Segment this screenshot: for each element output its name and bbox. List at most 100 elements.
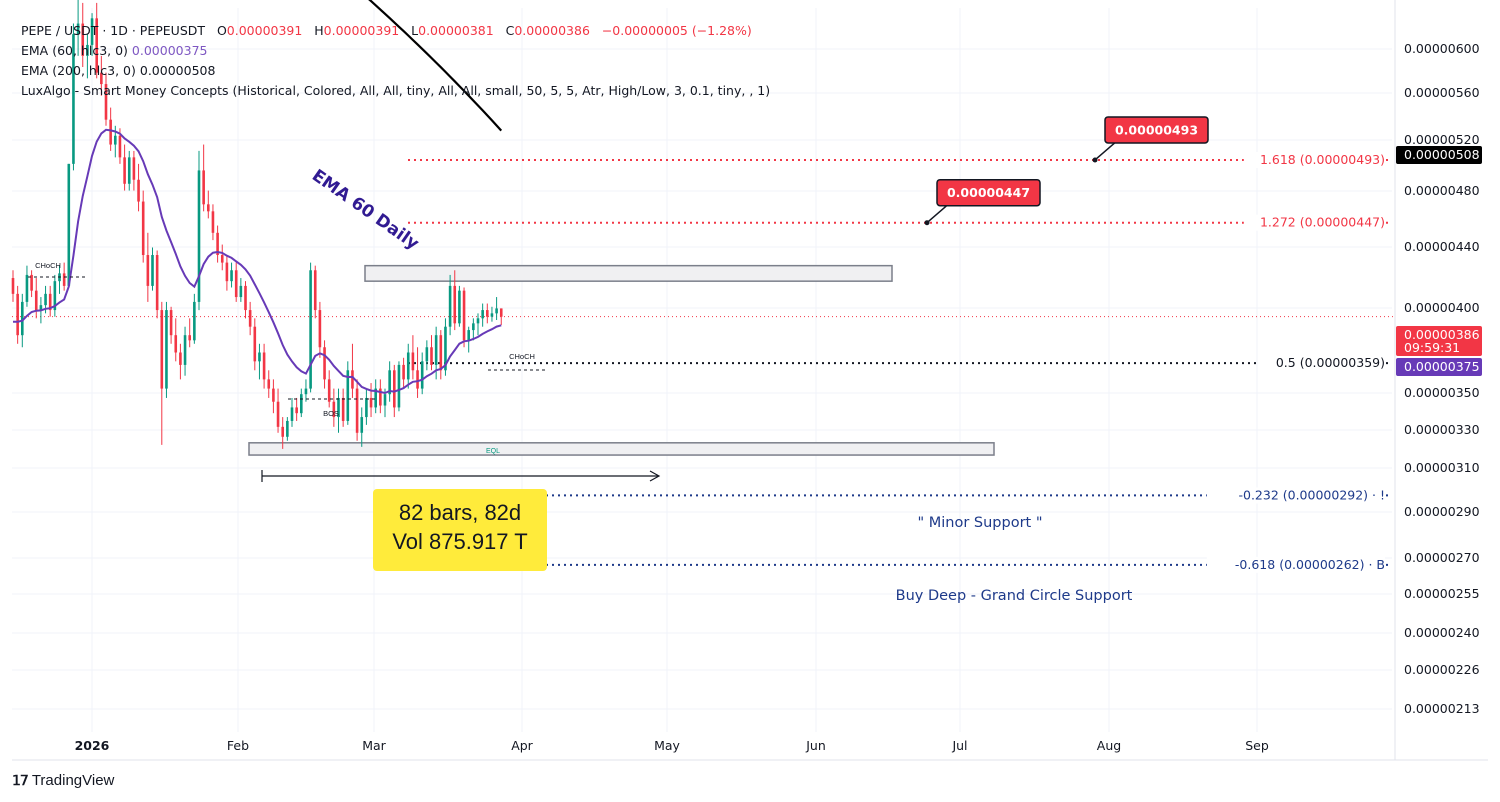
luxalgo-label[interactable]: LuxAlgo - Smart Money Concepts (Historic… xyxy=(21,83,771,98)
candle-body xyxy=(379,388,382,406)
candle-body xyxy=(416,370,419,389)
annotations-layer: 0.00000493 0.00000447 EMA 60 Daily " Minor … xyxy=(28,116,1209,604)
candle-body xyxy=(16,293,19,336)
candle-body xyxy=(341,397,345,421)
choch-label: CHoCH xyxy=(35,261,61,270)
time-tick-label: Apr xyxy=(511,738,533,753)
choch-label: CHoCH xyxy=(509,352,535,361)
tradingview-logo[interactable]: 𝟣𝟩 TradingView xyxy=(12,772,114,789)
candle-body xyxy=(476,318,480,324)
bos-label: BOS xyxy=(323,409,339,418)
price-tick-label: 0.00000600 xyxy=(1404,41,1480,56)
measure-bars: 82 bars, 82d xyxy=(398,500,522,525)
candle-body xyxy=(76,23,80,35)
price-tick-label: 0.00000330 xyxy=(1404,422,1480,437)
chart-legend: PEPE / USDT · 1D · PEPEUSDT O0.00000391 … xyxy=(21,21,770,101)
candle-body xyxy=(434,335,438,365)
fib-level-label: 0.5 (0.00000359) xyxy=(1276,355,1385,370)
candle-body xyxy=(53,281,57,311)
candle-body xyxy=(253,326,257,362)
target-pointer xyxy=(1094,140,1118,161)
candle-body xyxy=(439,335,443,371)
candle-body xyxy=(179,352,182,365)
legend-row-symbol[interactable]: PEPE / USDT · 1D · PEPEUSDT O0.00000391 … xyxy=(21,21,770,41)
price-tick-label: 0.00000520 xyxy=(1404,132,1480,147)
candle-body xyxy=(411,352,415,371)
candle-body xyxy=(323,347,326,380)
ema60-label[interactable]: EMA (60, hlc3, 0) xyxy=(21,43,128,58)
candle-body xyxy=(11,278,15,294)
candle-body xyxy=(486,310,489,317)
candle-body xyxy=(313,270,317,311)
candle-body xyxy=(132,157,136,180)
candle-body xyxy=(244,285,247,311)
candle-body xyxy=(39,305,43,311)
legend-row-ema200[interactable]: EMA (200, hlc3, 0) 0.00000508 xyxy=(21,61,770,81)
time-tick-label: Jul xyxy=(951,738,967,753)
candle-body xyxy=(444,326,447,371)
candle-body xyxy=(220,255,224,263)
price-tag-label: 0.00000375 xyxy=(1404,359,1480,374)
candle-body xyxy=(234,270,238,298)
time-tick-label: Feb xyxy=(227,738,249,753)
candle-body xyxy=(123,157,126,184)
fib-level-label: 1.272 (0.00000447) xyxy=(1260,215,1385,230)
grand-circle-annotation: Buy Deep - Grand Circle Support xyxy=(896,588,1133,604)
candle-body xyxy=(225,262,229,282)
legend-row-luxalgo[interactable]: LuxAlgo - Smart Money Concepts (Historic… xyxy=(21,81,770,101)
fib-level-bg xyxy=(1206,556,1385,573)
candle-body xyxy=(360,417,364,433)
candle-body xyxy=(207,204,210,212)
target-callout xyxy=(1104,116,1209,144)
price-tag xyxy=(1396,146,1482,164)
legend-row-ema60[interactable]: EMA (60, hlc3, 0) 0.00000375 xyxy=(21,41,770,61)
time-tick-label: Mar xyxy=(362,738,386,753)
candle-body xyxy=(258,352,261,362)
candle-body xyxy=(425,347,429,362)
ema200-line xyxy=(368,0,503,132)
candle-body xyxy=(453,285,457,324)
candle-body xyxy=(393,370,396,408)
candle-body xyxy=(188,335,191,341)
candle-body xyxy=(165,310,168,389)
fib-level-bg xyxy=(1243,151,1385,168)
candle-body xyxy=(300,394,303,414)
candle-body xyxy=(81,23,85,56)
low-value: 0.00000381 xyxy=(418,23,494,38)
candle-body xyxy=(230,270,233,282)
candle-body xyxy=(318,310,322,348)
symbol-label[interactable]: PEPE / USDT · 1D · PEPEUSDT xyxy=(21,23,206,38)
time-axis[interactable]: 2026 Feb Mar Apr May Jun Jul Aug Sep xyxy=(12,738,1488,761)
ema200-label[interactable]: EMA (200, hlc3, 0) xyxy=(21,63,136,78)
candle-body xyxy=(495,308,498,314)
candle-body xyxy=(267,379,271,389)
candle-body xyxy=(216,232,219,256)
candle-body xyxy=(448,285,452,327)
candle-body xyxy=(104,84,108,120)
candle-body xyxy=(34,290,38,311)
candle-body xyxy=(332,401,336,418)
price-tick-label: 0.00000560 xyxy=(1404,85,1480,100)
candles-layer xyxy=(11,0,503,449)
candle-body xyxy=(114,135,117,145)
candle-body xyxy=(406,352,410,380)
candle-body xyxy=(327,379,331,402)
price-axis[interactable]: 0.00000600 0.00000560 0.00000520 0.00000480… xyxy=(1394,0,1482,760)
price-tick-label: 0.00000440 xyxy=(1404,239,1480,254)
time-tick-label: 2026 xyxy=(75,738,110,753)
price-tag-label: 0.00000386 xyxy=(1404,327,1480,342)
target-dot xyxy=(1092,157,1098,163)
measure-volume: Vol 875.917 T xyxy=(392,529,528,554)
countdown-label: 09:59:31 xyxy=(1404,340,1460,355)
candle-body xyxy=(499,308,503,317)
target-dot xyxy=(924,220,930,226)
candle-body xyxy=(248,310,252,327)
candle-body xyxy=(276,401,280,427)
candle-body xyxy=(202,170,205,205)
candle-body xyxy=(351,370,354,389)
candle-body xyxy=(467,330,470,341)
open-label: O xyxy=(216,23,227,38)
candle-body xyxy=(127,157,131,184)
candle-body xyxy=(72,34,75,164)
